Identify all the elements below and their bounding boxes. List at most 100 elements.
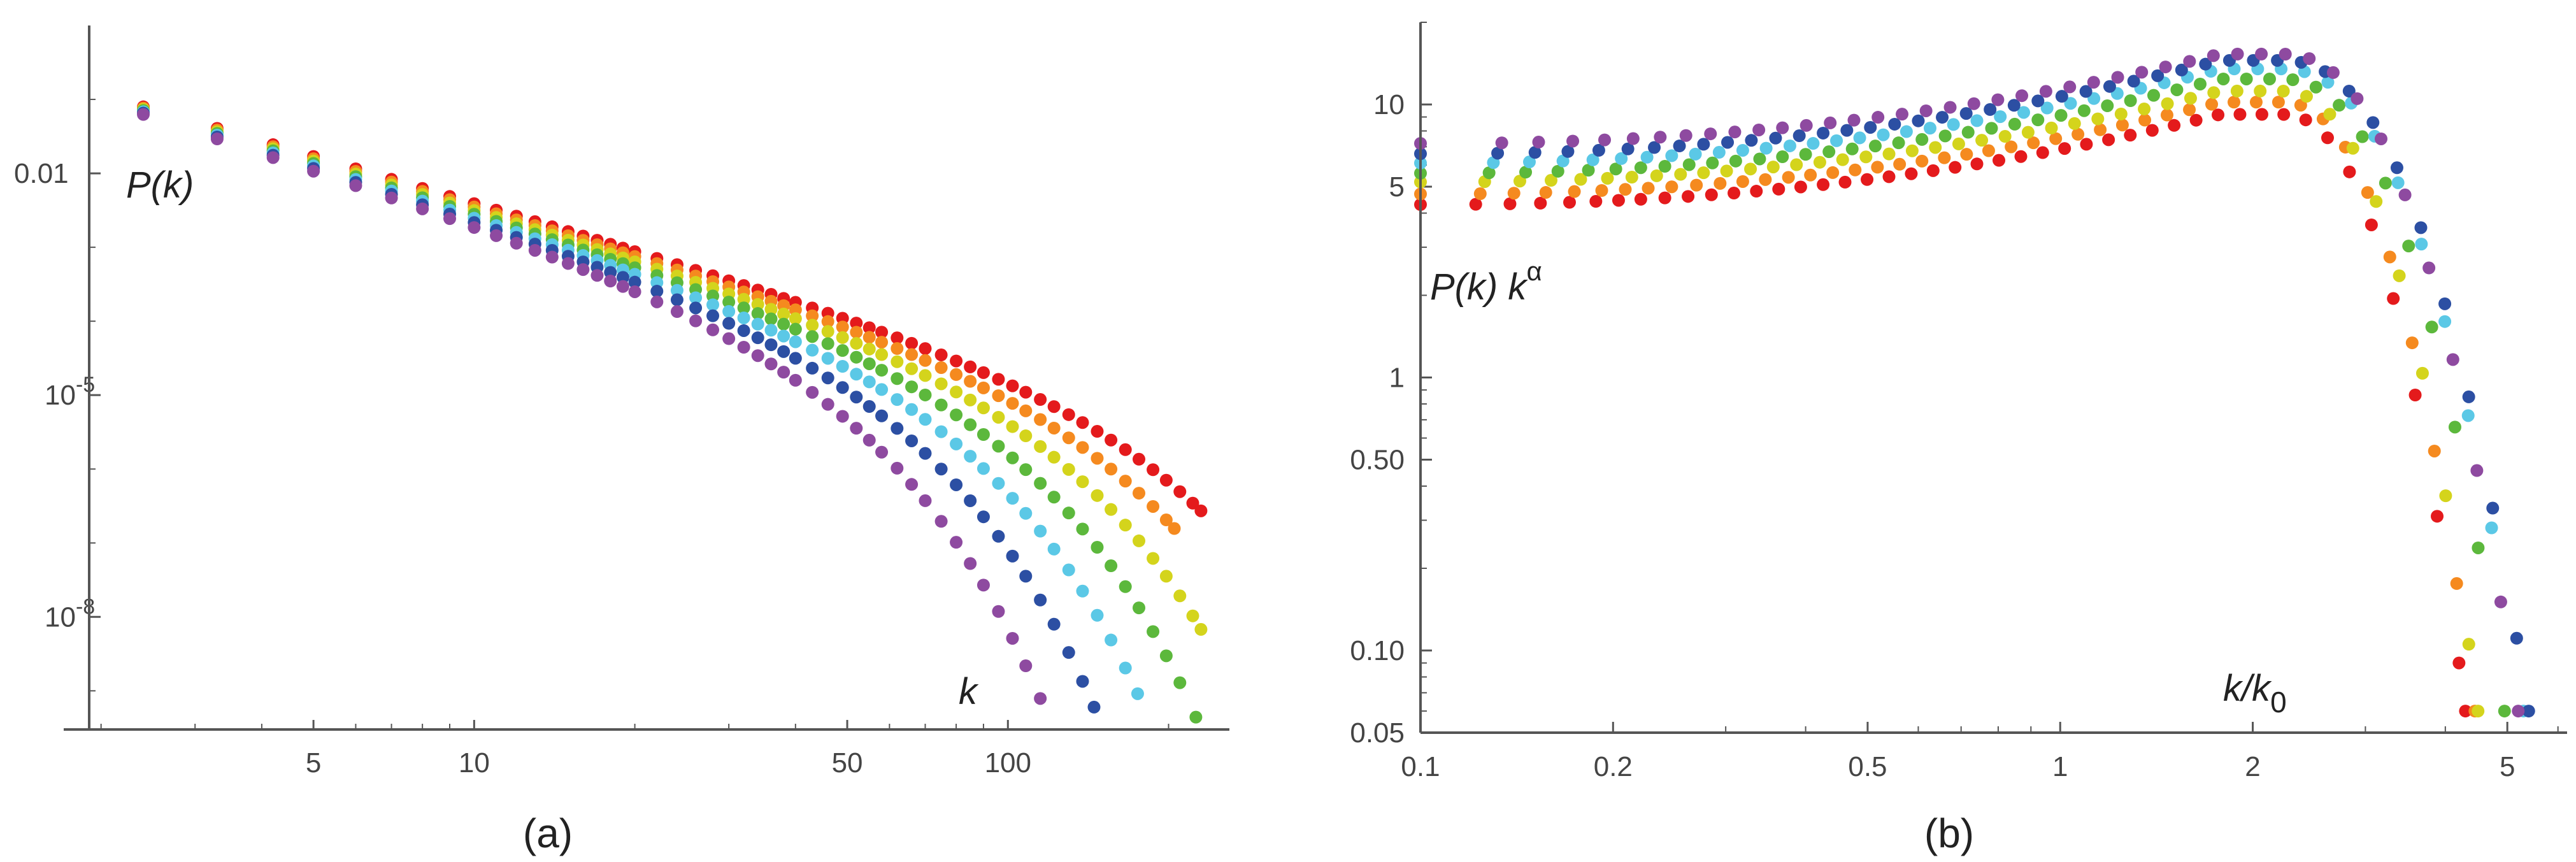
panel-b-point — [1947, 118, 1960, 131]
panel-a-point — [1159, 514, 1173, 527]
panel-a-point — [1087, 700, 1101, 714]
panel-a-point — [722, 332, 736, 345]
panel-b-point — [2321, 131, 2334, 145]
panel-b-point — [2007, 99, 2021, 112]
panel-b-point — [2015, 89, 2029, 103]
panel-a-point — [821, 352, 834, 365]
panel-a-point — [950, 437, 963, 450]
panel-a-point — [1047, 421, 1061, 435]
panel-a-point — [1006, 397, 1019, 410]
panel-a-point — [919, 447, 932, 460]
panel-a-point — [1133, 452, 1146, 466]
panel-b-point — [1574, 173, 1587, 186]
panel-b-y-tick-label: 0.05 — [1350, 717, 1405, 749]
panel-a-point — [777, 366, 791, 379]
panel-a-point — [806, 343, 819, 357]
panel-a-point — [1019, 429, 1033, 443]
panel-a-point — [977, 510, 990, 524]
panel-b-point — [1868, 140, 1882, 153]
panel-a-x-tick-label: 100 — [985, 747, 1031, 779]
panel-a-caption: (a) — [523, 810, 573, 856]
panel-b-point — [1482, 166, 1496, 180]
panel-b-point — [2103, 80, 2116, 93]
panel-b-point — [2459, 705, 2472, 718]
panel-b-point — [1612, 194, 1625, 207]
panel-b-point — [2189, 113, 2203, 127]
panel-a-point — [751, 298, 764, 311]
panel-b-point — [1491, 147, 1505, 160]
panel-b-point — [2115, 119, 2129, 132]
panel-a-point — [722, 296, 736, 309]
panel-a-point — [919, 413, 932, 426]
panel-a-point — [764, 303, 778, 316]
panel-a-point — [1062, 463, 1075, 476]
panel-a-point — [850, 350, 863, 364]
panel-a-point — [670, 284, 683, 297]
panel-b-point — [1728, 126, 1742, 139]
panel-b-point — [1689, 147, 1702, 161]
panel-a-point — [706, 298, 720, 312]
panel-b-point — [1714, 176, 1727, 190]
panel-a-point — [689, 314, 703, 327]
panel-b-point — [2080, 138, 2093, 151]
panel-a-point — [1034, 413, 1047, 426]
panel-a-point — [1047, 617, 1061, 631]
panel-a-point — [416, 202, 429, 215]
panel-b-point — [1840, 124, 1854, 137]
panel-b-point — [2448, 420, 2461, 434]
panel-b-point — [2031, 113, 2045, 127]
panel-b-point — [2486, 501, 2500, 515]
panel-a-point — [385, 191, 398, 205]
panel-a-point — [862, 342, 876, 356]
panel-a-point — [789, 352, 802, 365]
panel-a-point — [1119, 661, 1132, 675]
panel-b-point — [2031, 94, 2045, 108]
panel-b-point — [1799, 148, 1812, 161]
panel-b-point — [2342, 84, 2356, 97]
panel-b-point — [2462, 638, 2475, 651]
panel-b-point — [2212, 108, 2225, 122]
panel-b-point — [1929, 141, 1942, 154]
panel-b-point — [2091, 112, 2105, 126]
panel-b-point — [1507, 187, 1521, 200]
panel-b-point — [2240, 72, 2253, 85]
panel-b-point — [2439, 489, 2452, 503]
panel-b-ylabel-sup: α — [1526, 256, 1542, 286]
panel-b-point — [1736, 143, 1749, 157]
panel-a-point — [992, 389, 1005, 403]
panel-b-point — [2346, 141, 2359, 155]
panel-a-point — [1062, 563, 1075, 577]
panel-b-point — [1960, 148, 1973, 161]
panel-b-point — [2393, 269, 2406, 282]
panel-a-point — [1173, 485, 1187, 498]
panel-b-point — [1800, 119, 1813, 132]
panel-b-point — [2431, 510, 2444, 523]
panel-a-point — [1173, 589, 1187, 603]
panel-a-point — [1006, 451, 1019, 464]
panel-b-point — [2387, 292, 2400, 305]
panel-b-point — [2300, 90, 2313, 103]
panel-a-point — [510, 236, 523, 250]
panel-b-point — [1984, 103, 1997, 116]
panel-b-point — [1776, 150, 1789, 164]
panel-b-point — [1634, 161, 1647, 175]
panel-b-point — [1847, 113, 1861, 127]
panel-a-point — [806, 385, 819, 399]
panel-a-point — [266, 151, 280, 164]
panel-b-point — [1745, 134, 1758, 147]
panel-b-point — [1877, 128, 1890, 141]
panel-b-point — [2446, 353, 2459, 366]
panel-b-point — [1729, 154, 1742, 168]
panel-a-point — [576, 263, 590, 277]
panel-a-point — [950, 478, 963, 491]
panel-b-point — [1882, 170, 1896, 183]
panel-b-point — [1766, 161, 1780, 174]
panel-a-point — [850, 422, 863, 435]
panel-b-point — [1919, 104, 1933, 117]
panel-a-point — [1159, 570, 1173, 583]
panel-b-point — [2402, 240, 2415, 253]
panel-b-point — [1790, 158, 1803, 171]
panel-b-points — [1414, 47, 2535, 718]
panel-b-point — [2309, 80, 2322, 94]
panel-b-point — [2391, 176, 2405, 189]
